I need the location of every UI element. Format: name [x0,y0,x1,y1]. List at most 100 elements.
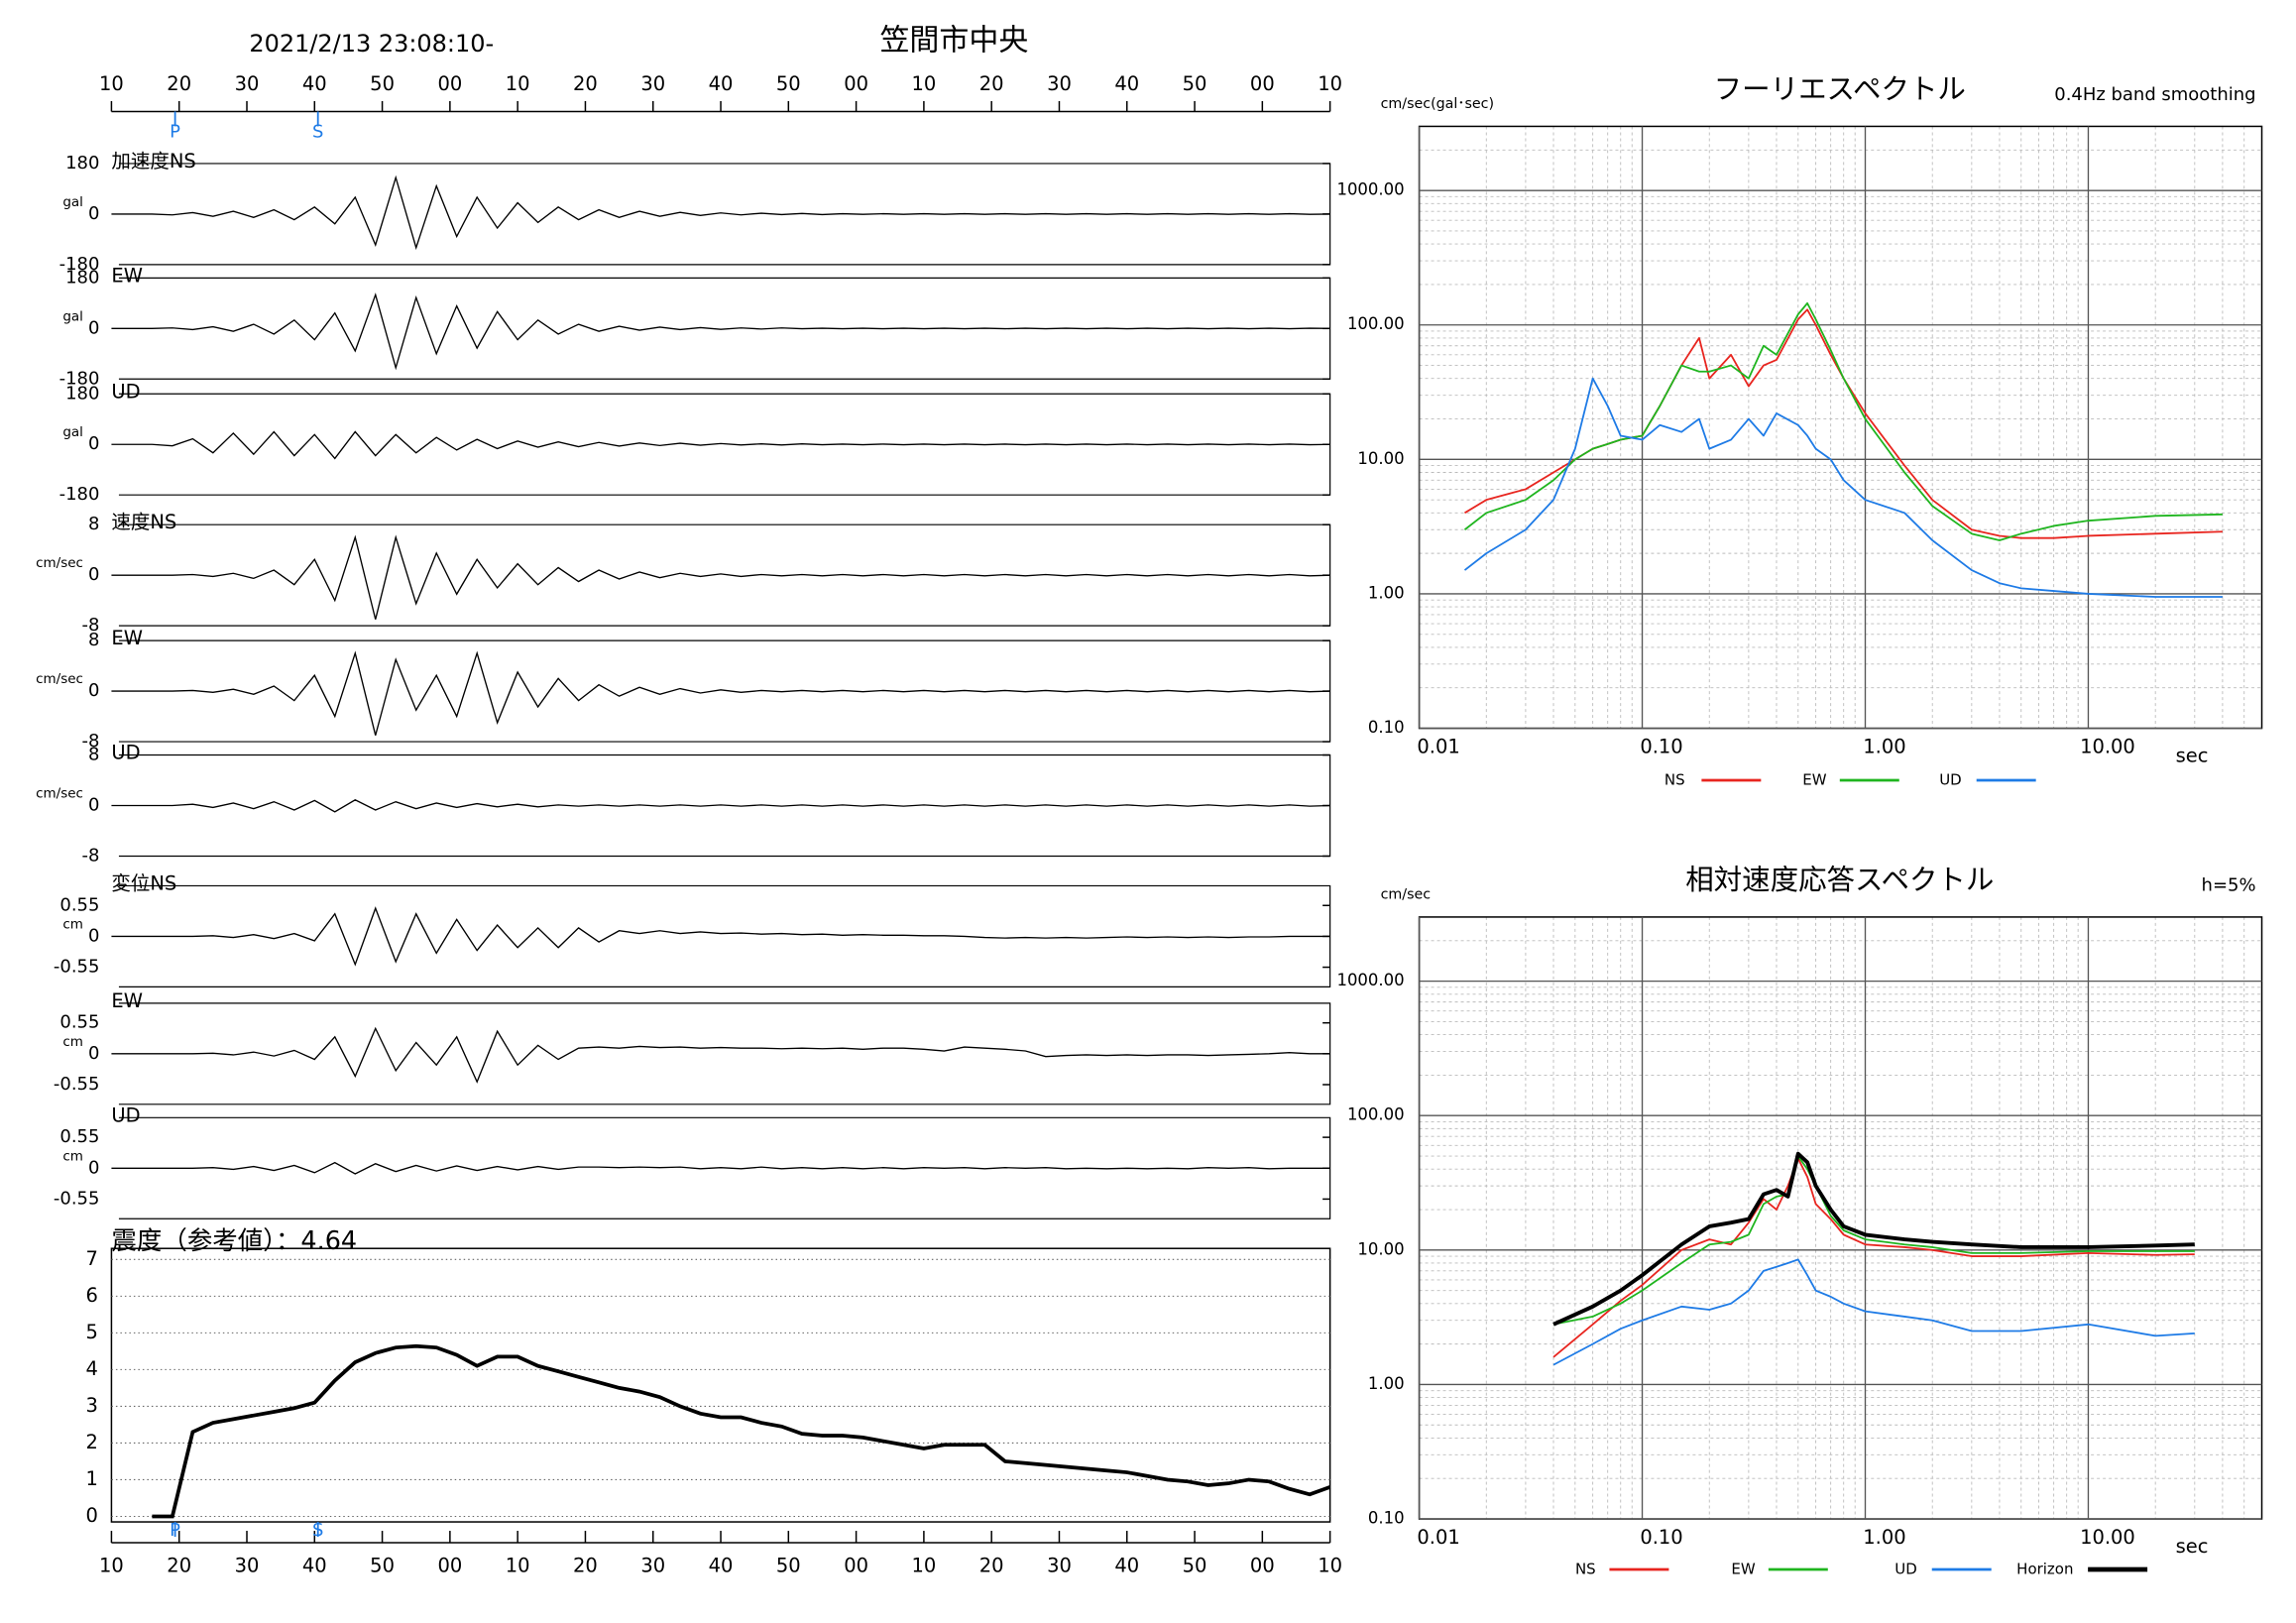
panel-label: 加速度NS [111,150,195,173]
legend-label: NS [1575,1561,1596,1578]
y-tick-label: 8 [88,745,99,765]
panel-unit: cm [62,916,83,932]
x-tick-label: 00 [844,1555,868,1577]
y-tick-label: 10.00 [1357,449,1404,468]
phase-marker-label: P [170,1520,180,1541]
x-tick-label: 00 [437,72,462,95]
x-tick-label: 00 [1250,1555,1275,1577]
y-tick-label: -8 [82,731,100,752]
x-tick-label: 10 [506,1555,530,1577]
y-tick-label: 8 [88,630,99,650]
waveform-trace [111,292,1330,371]
legend-label: UD [1894,1561,1917,1578]
y-tick-label: 3 [86,1394,98,1417]
x-tick-label: 10 [912,72,937,95]
y-tick-label: 180 [65,267,99,288]
y-tick-label: -180 [59,368,100,389]
y-tick-label: -8 [82,845,100,866]
chart-subtitle: 0.4Hz band smoothing [2054,84,2255,105]
y-tick-label: 0 [88,925,99,946]
x-tick-label: 20 [167,72,191,95]
x-tick-label: 1.00 [1863,1526,1905,1549]
panel-label: 速度NS [111,511,176,533]
x-tick-label: 1.00 [1863,736,1905,758]
waveform-trace [111,906,1330,967]
series-line [1463,377,2223,598]
y-tick-label: 0 [88,1157,99,1178]
y-tick-label: 0 [88,1043,99,1064]
legend-label: Horizon [2016,1561,2073,1578]
x-tick-label: 40 [302,72,327,95]
phase-marker-label: P [170,121,180,142]
legend-label: EW [1802,771,1826,789]
x-tick-label: 00 [437,1555,462,1577]
x-axis-label: sec [2176,745,2209,767]
x-tick-label: 50 [776,72,801,95]
plot-frame [1418,916,2263,1520]
y-tick-label: -8 [82,615,100,636]
y-tick-label: 7 [86,1247,98,1270]
x-tick-label: 10 [1318,1555,1342,1577]
y-axis-label: cm/sec [1381,886,1432,902]
y-tick-label: 0 [88,203,99,224]
x-tick-label: 50 [370,1555,395,1577]
waveform-trace [111,174,1330,251]
chart-subtitle: h=5% [2202,874,2256,895]
panel-unit: gal [62,308,83,324]
y-tick-label: 0.55 [59,894,99,915]
legend-label: NS [1665,771,1685,789]
phase-marker-label: S [312,1520,323,1541]
x-tick-label: 50 [1183,1555,1207,1577]
y-tick-label: 4 [86,1357,98,1380]
x-tick-label: 10.00 [2080,1526,2135,1549]
x-tick-label: 0.10 [1640,1526,1682,1549]
x-tick-label: 0.01 [1417,1526,1459,1549]
panel-label: EW [111,264,143,287]
y-tick-label: 1.00 [1368,583,1405,602]
panel-unit: cm/sec [36,671,83,687]
x-tick-label: 10 [912,1555,937,1577]
y-tick-label: 180 [65,383,99,404]
y-tick-label: 10.00 [1357,1239,1404,1258]
y-axis-label: cm/sec(gal･sec) [1381,96,1494,112]
x-tick-label: 00 [844,72,868,95]
y-tick-label: 100.00 [1347,1105,1405,1124]
x-tick-label: 30 [640,1555,665,1577]
x-tick-label: 50 [776,1555,801,1577]
y-tick-label: 8 [88,514,99,534]
y-tick-label: 0 [88,795,99,816]
x-tick-label: 20 [167,1555,191,1577]
x-tick-label: 20 [979,72,1004,95]
panel-unit: cm [62,1034,83,1050]
intensity-line [152,1343,1331,1519]
x-tick-label: 40 [709,1555,734,1577]
y-tick-label: -0.55 [54,1074,99,1095]
series-line [1552,1151,2195,1327]
waveform-trace [111,1026,1330,1084]
y-tick-label: 1000.00 [1336,180,1404,199]
x-tick-label: 40 [709,72,734,95]
y-tick-label: 2 [86,1431,98,1453]
waveform-trace [111,650,1330,736]
plot-frame [1418,125,2263,730]
y-tick-label: -180 [59,254,100,275]
x-tick-label: 10 [1318,72,1342,95]
legend-label: UD [1939,771,1962,789]
y-tick-label: -0.55 [54,957,99,978]
x-tick-label: 00 [1250,72,1275,95]
x-tick-label: 30 [640,72,665,95]
x-tick-label: 30 [1047,72,1072,95]
panel-label: EW [111,989,143,1012]
waveform-trace [111,534,1330,620]
y-tick-label: 1000.00 [1336,971,1404,989]
y-tick-label: 0 [88,317,99,338]
panel-unit: cm/sec [36,555,83,571]
x-axis-label: sec [2176,1535,2209,1558]
waveform-trace [111,798,1330,813]
x-tick-label: 30 [235,72,260,95]
x-tick-label: 40 [1114,72,1139,95]
chart-title: 笠間市中央 [879,24,1028,58]
x-tick-label: 50 [1183,72,1207,95]
y-tick-label: 0 [88,433,99,454]
